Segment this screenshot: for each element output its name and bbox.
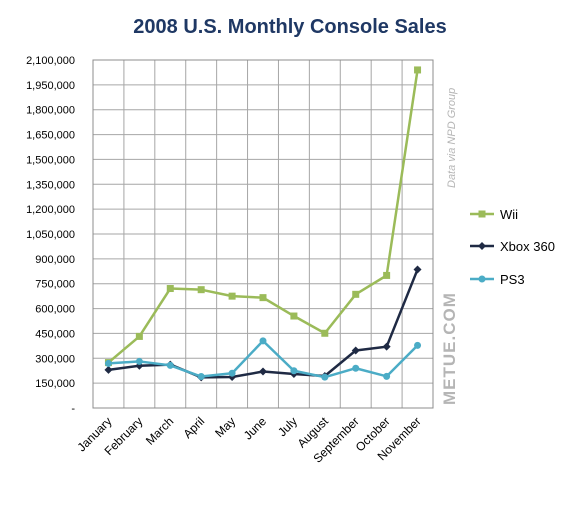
series-ps3 [104,337,422,381]
series [104,66,422,382]
data-point [321,329,329,337]
data-point [383,372,391,380]
y-tick-label: 1,050,000 [26,229,75,241]
x-tick-label: May [212,414,238,440]
data-point [413,265,422,274]
data-point [478,242,486,250]
x-tick-label: July [275,414,300,439]
data-point [290,367,298,375]
y-tick-label: 900,000 [35,254,75,266]
legend-label: PS3 [500,272,525,287]
x-tick-label: April [180,414,207,441]
data-point [228,292,236,300]
data-point [197,286,205,294]
data-point [135,357,143,365]
data-point [104,359,112,367]
y-tick-label: 450,000 [35,328,75,340]
data-point [352,290,360,298]
data-point [351,346,360,355]
legend: Wii Xbox 360 PS3 [470,207,555,287]
data-credit: Data via NPD Group [446,88,458,188]
y-tick-label: 1,650,000 [26,130,75,142]
data-point [321,373,329,381]
y-axis-ticks: - 150,000 300,000 450,000 600,000 750,000 900,… [26,55,75,415]
data-point [259,337,267,345]
y-tick-label: 1,200,000 [26,204,75,216]
y-tick-label: 750,000 [35,279,75,291]
x-tick-label: March [143,414,176,447]
x-tick-label: June [241,414,270,443]
data-point [259,294,267,302]
data-point [104,365,113,374]
data-point [414,66,422,74]
legend-label: Wii [500,207,518,222]
grid [92,59,434,409]
y-tick-label: 150,000 [35,378,75,390]
data-point [478,210,486,218]
legend-item: Xbox 360 [470,239,555,254]
series-wii [104,66,422,367]
legend-item: Wii [470,207,518,222]
data-point [352,364,360,372]
data-point [290,312,298,320]
y-tick-label: 1,800,000 [26,105,75,117]
data-point [166,285,174,293]
y-tick-label: 1,350,000 [26,179,75,191]
data-point [382,342,391,351]
data-point [166,361,174,369]
data-point [414,341,422,349]
data-point [259,367,267,376]
y-tick-label: 1,950,000 [26,80,75,92]
legend-label: Xbox 360 [500,239,555,254]
y-tick-label: - [71,403,75,415]
legend-item: PS3 [470,272,525,287]
data-point [383,271,391,279]
y-tick-label: 300,000 [35,353,75,365]
chart-title: 2008 U.S. Monthly Console Sales [133,16,446,38]
data-point [478,275,486,283]
watermark: METUE.COM [440,292,459,405]
plot-area-border [92,59,434,409]
y-tick-label: 600,000 [35,304,75,316]
y-tick-label: 2,100,000 [26,55,75,67]
data-point [228,369,236,377]
data-point [197,373,205,381]
data-point [135,332,143,340]
y-tick-label: 1,500,000 [26,154,75,166]
